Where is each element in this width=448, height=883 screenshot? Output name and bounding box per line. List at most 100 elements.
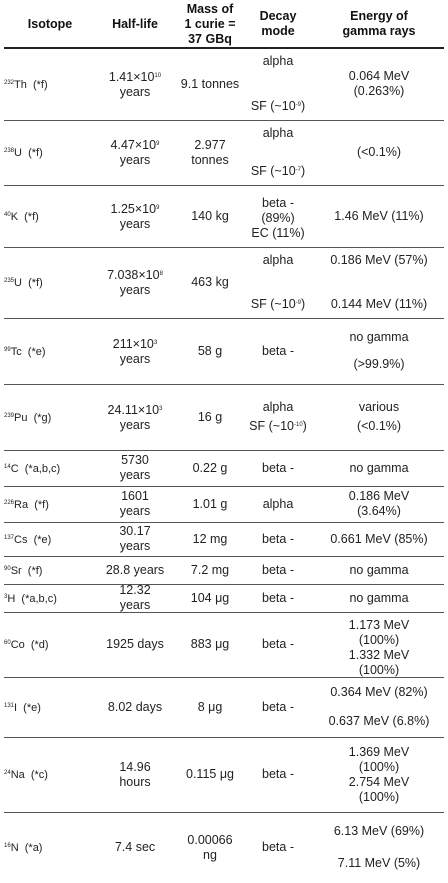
gamma-energy-item: 1.332 MeV (100%) xyxy=(348,648,410,677)
row-divider xyxy=(4,812,444,813)
mass-cell: 0.115 μg xyxy=(174,737,246,812)
table-row: 99Tc (*e) 211×103 years 58 g beta - no gamma (… xyxy=(0,318,448,384)
isotope-label: 60Co (*d) xyxy=(4,636,49,653)
row-divider xyxy=(4,185,444,186)
decay-mode-cell: beta - xyxy=(246,612,310,677)
half-life-value: 14.96 hours xyxy=(119,759,151,789)
half-life-value: 5730 years xyxy=(119,453,151,482)
table-row: 16N (*a) 7.4 sec 0.00066 ng beta - 6.13 MeV … xyxy=(0,812,448,883)
isotope-cell: 239Pu (*g) xyxy=(4,384,96,450)
table-header: Isotope Half-life Mass of 1 curie = 37 G… xyxy=(0,0,448,48)
isotope-label: 16N (*a) xyxy=(4,839,42,856)
decay-mode-item: beta - (89%) xyxy=(261,196,295,225)
gamma-energy-item: 6.13 MeV (69%) xyxy=(333,824,425,838)
half-life-cell: 30.17 years xyxy=(96,522,174,556)
half-life-cell: 211×103 years xyxy=(96,318,174,384)
superscript: 3 xyxy=(153,339,158,346)
isotope-cell: 16N (*a) xyxy=(4,812,96,883)
decay-mode-item: alpha xyxy=(262,54,294,68)
half-life-value: 4.47×109 years xyxy=(110,138,160,167)
decay-mode-cell: alpha SF (~10-9) xyxy=(246,247,310,318)
half-life-value: 1601 years xyxy=(119,489,151,518)
half-life-cell: 12.32 years xyxy=(96,583,174,612)
decay-mode-item: beta - xyxy=(262,840,294,854)
decay-mode-cell: alpha xyxy=(246,486,310,522)
half-life-cell: 5730 years xyxy=(96,450,174,486)
element-symbol: U (*f) xyxy=(14,147,43,159)
mass-value: 1.01 g xyxy=(192,496,228,511)
isotope-cell: 60Co (*d) xyxy=(4,612,96,677)
table-row: 238U (*f) 4.47×109 years 2.977 tonnes alpha S… xyxy=(0,120,448,185)
half-life-value: 7.4 sec xyxy=(114,840,156,854)
half-life-cell: 1.25×109 years xyxy=(96,185,174,247)
gamma-energy-item: 1.173 MeV (100%) xyxy=(348,618,410,647)
mass-number: 232 xyxy=(4,79,15,86)
decay-mode-item: beta - xyxy=(262,637,294,651)
isotope-label: 226Ra (*f) xyxy=(4,496,49,513)
superscript: 9 xyxy=(156,204,160,211)
decay-mode-cell: beta - xyxy=(246,812,310,883)
mass-number: 60 xyxy=(4,640,11,646)
element-symbol: Ra (*f) xyxy=(14,498,49,511)
decay-mode-item: beta - xyxy=(262,562,294,577)
isotope-label: 99Tc (*e) xyxy=(4,343,46,360)
mass-value: 0.115 μg xyxy=(186,767,234,781)
gamma-energy-item: (>99.9%) xyxy=(353,357,405,371)
gamma-energy-item: (<0.1%) xyxy=(356,145,402,159)
decay-mode-item: SF (~10-9) xyxy=(250,99,306,113)
header-gamma-energy: Energy of gamma rays xyxy=(342,9,416,38)
decay-mode-cell: beta - xyxy=(246,318,310,384)
half-life-cell: 1601 years xyxy=(96,486,174,522)
gamma-energy-cell: no gamma xyxy=(310,450,448,486)
decay-mode-item: alpha xyxy=(262,253,294,267)
mass-value: 8 μg xyxy=(197,699,223,714)
decay-mode-cell: beta - xyxy=(246,737,310,812)
half-life-value: 12.32 years xyxy=(119,583,151,612)
isotope-label: 232Th (*f) xyxy=(4,76,48,93)
half-life-cell: 1.41×1010 years xyxy=(96,48,174,120)
mass-cell: 104 μg xyxy=(174,584,246,612)
isotope-cell: 137Cs (*e) xyxy=(4,522,96,556)
decay-mode-cell: beta - xyxy=(246,584,310,612)
element-symbol: N (*a) xyxy=(10,842,43,854)
mass-cell: 7.2 mg xyxy=(174,556,246,584)
isotope-label: 90Sr (*f) xyxy=(4,562,42,579)
half-life-value: 211×103 years xyxy=(112,336,158,366)
mass-cell: 883 μg xyxy=(174,612,246,677)
gamma-energy-cell: 0.186 MeV (57%) 0.144 MeV (11%) xyxy=(310,247,448,318)
table-row: 14C (*a,b,c) 5730 years 0.22 g beta - no gamm… xyxy=(0,450,448,486)
table-row: 137Cs (*e) 30.17 years 12 mg beta - 0.661 MeV… xyxy=(0,522,448,556)
half-life-cell: 14.96 hours xyxy=(96,737,174,812)
mass-number: 24 xyxy=(4,770,11,776)
superscript: -9 xyxy=(295,300,301,306)
decay-mode-cell: beta - xyxy=(246,556,310,584)
half-life-value: 30.17 years xyxy=(119,524,151,553)
decay-mode-item: beta - xyxy=(262,531,294,546)
gamma-energy-cell: 1.369 MeV (100%) 2.754 MeV (100%) xyxy=(310,737,448,812)
half-life-value: 1.41×1010 years xyxy=(108,69,162,99)
mass-value: 883 μg xyxy=(190,637,230,651)
mass-value: 0.22 g xyxy=(192,460,228,475)
superscript: 8 xyxy=(159,271,163,277)
gamma-energy-item: 0.144 MeV (11%) xyxy=(330,297,428,311)
element-symbol: H (*a,b,c) xyxy=(7,592,57,605)
isotope-cell: 235U (*f) xyxy=(4,247,96,318)
half-life-value: 24.11×103 years xyxy=(107,402,163,432)
isotope-label: 239Pu (*g) xyxy=(4,409,51,426)
mass-value: 140 kg xyxy=(191,208,229,223)
superscript: 9 xyxy=(156,141,160,147)
table-row: 40K (*f) 1.25×109 years 140 kg beta - (89%) EC… xyxy=(0,185,448,247)
mass-value: 58 g xyxy=(197,343,223,358)
mass-cell: 8 μg xyxy=(174,677,246,737)
gamma-energy-cell: no gamma xyxy=(310,584,448,612)
gamma-energy-cell: no gamma (>99.9%) xyxy=(310,318,448,384)
mass-cell: 2.977 tonnes xyxy=(174,120,246,185)
table-row: 232Th (*f) 1.41×1010 years 9.1 tonnes alpha S… xyxy=(0,48,448,120)
mass-cell: 0.00066 ng xyxy=(174,812,246,883)
row-divider xyxy=(4,450,444,451)
isotope-label: 3H (*a,b,c) xyxy=(4,590,57,607)
decay-mode-item: beta - xyxy=(262,343,294,358)
mass-number: 99 xyxy=(4,346,11,353)
row-divider xyxy=(4,522,444,523)
mass-value: 104 μg xyxy=(190,590,230,605)
